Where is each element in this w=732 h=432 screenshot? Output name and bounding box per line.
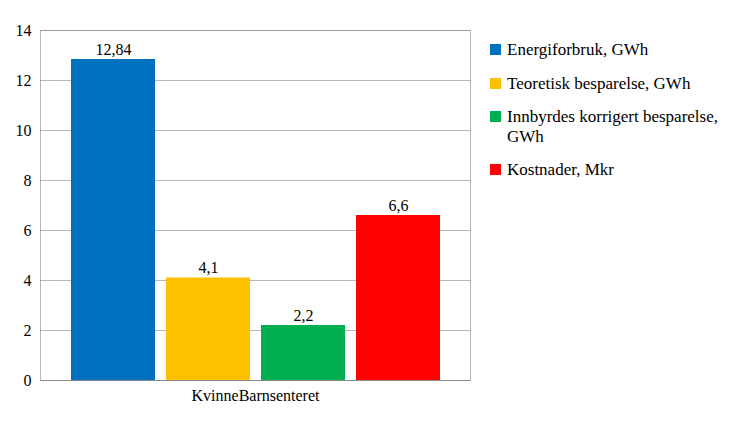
svg-text:2,2: 2,2: [294, 307, 314, 324]
html-text:Kostnader, Mkr: Kostnader, Mkr: [507, 160, 614, 180]
svg-text:12: 12: [16, 72, 32, 89]
svg-text:10: 10: [16, 122, 32, 139]
svg-text:14: 14: [16, 22, 32, 39]
svg-text:KvinneBarnsenteret: KvinneBarnsenteret: [192, 387, 321, 404]
svg-text:6,6: 6,6: [389, 197, 409, 214]
html-text:Energiforbruk, GWh: Energiforbruk, GWh: [507, 40, 649, 59]
svg-text:8: 8: [24, 172, 32, 189]
svg-text:2: 2: [24, 322, 32, 339]
svg-text:4: 4: [24, 272, 32, 289]
svg-text:12,84: 12,84: [96, 41, 132, 58]
svg-text:4,1: 4,1: [199, 259, 219, 276]
html-text:Innbyrdes korrigert besparelse: Innbyrdes korrigert besparelse, GWh: [507, 107, 718, 146]
html-text:Teoretisk besparelse, GWh: Teoretisk besparelse, GWh: [507, 73, 691, 93]
svg-text:0: 0: [24, 372, 32, 389]
svg-text:6: 6: [24, 222, 32, 239]
